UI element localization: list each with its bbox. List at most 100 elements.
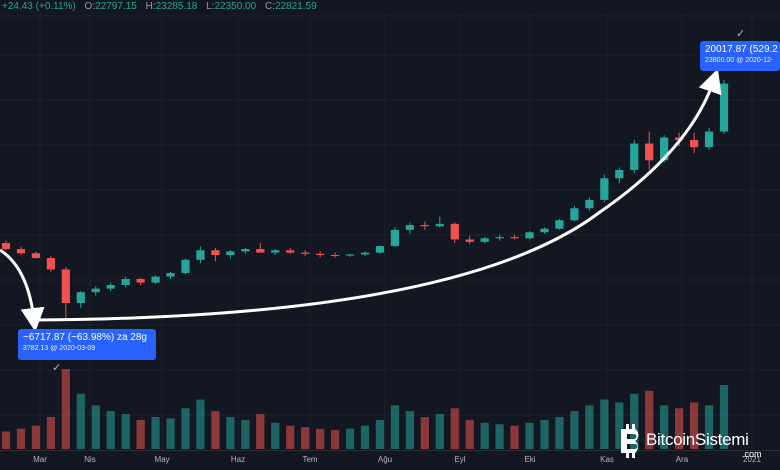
volume-bar <box>166 418 175 449</box>
candle-body <box>540 228 549 233</box>
volume-bars <box>1 369 729 449</box>
volume-bar <box>630 393 639 449</box>
close-label: C: <box>264 1 275 12</box>
volume-bar <box>136 419 145 449</box>
candle-body <box>660 137 669 161</box>
candle-body <box>106 285 115 289</box>
drawdown-measure-value: −6717.87 (−63.98%) za 28g <box>23 332 147 343</box>
candle-body <box>420 225 429 227</box>
candle-body <box>316 253 325 256</box>
candle-body <box>360 252 370 255</box>
candle-body <box>330 255 340 257</box>
watermark-tld: .com <box>742 449 762 459</box>
drawdown-measure-label[interactable]: −6717.87 (−63.98%) za 28g 3782.13 @ 2020… <box>18 329 156 360</box>
candle-body <box>226 251 235 256</box>
candle-body <box>345 254 355 256</box>
volume-bar <box>450 408 459 449</box>
candle-body <box>555 220 564 229</box>
candle-body <box>286 250 295 253</box>
candle-body <box>570 208 579 221</box>
candle-body <box>645 143 654 161</box>
volume-bar <box>719 385 729 449</box>
time-axis[interactable]: Mar Nis May Haz Tem Ağu Eyl Eki Kas Ara … <box>0 450 780 470</box>
x-tick-label: Mar <box>33 455 47 464</box>
high-value: 23285.18 <box>155 1 198 12</box>
volume-bar <box>510 425 519 449</box>
volume-bar <box>615 402 624 449</box>
volume-bar <box>330 430 340 449</box>
candle-body <box>615 169 624 179</box>
candle-body <box>76 292 85 303</box>
drawdown-arrow <box>0 248 45 332</box>
change-value: +24.43 (+0.11%) <box>2 1 76 12</box>
volume-bar <box>495 424 504 449</box>
candle-body <box>465 239 474 242</box>
volume-bar <box>16 428 26 449</box>
volume-bar <box>226 417 235 449</box>
rally-arrow <box>33 68 722 322</box>
candle-body <box>630 143 639 170</box>
candle-body <box>450 223 459 240</box>
rally-measure-label[interactable]: 20017.87 (529.2 23800.00 @ 2020-12- <box>700 41 780 71</box>
volume-bar <box>465 419 474 449</box>
candle-body <box>166 273 175 277</box>
volume-bar <box>31 425 41 449</box>
candle-body <box>16 249 26 254</box>
volume-bar <box>585 405 594 449</box>
volume-bar <box>241 419 250 449</box>
x-tick-label: Ağu <box>377 455 393 464</box>
trend-arrows <box>0 68 722 332</box>
candle-body <box>585 199 594 209</box>
volume-bar <box>375 419 385 449</box>
volume-bar <box>390 405 400 449</box>
candle-body <box>405 225 414 230</box>
x-tick-label: Haz <box>230 455 246 464</box>
x-tick-label: Eyl <box>454 455 466 464</box>
volume-bar <box>420 417 429 449</box>
volume-bar <box>480 422 489 449</box>
candlestick-series <box>1 80 729 320</box>
candle-body <box>1 243 11 250</box>
candle-body <box>256 249 265 253</box>
close-value: 22821.59 <box>274 1 317 12</box>
volume-bar <box>256 414 265 449</box>
x-tick-label: 2021 <box>743 455 761 464</box>
volume-bar <box>689 402 699 449</box>
volume-bar <box>660 405 669 449</box>
volume-bar <box>435 414 444 449</box>
volume-bar <box>91 405 100 449</box>
x-tick-label: Tem <box>302 455 318 464</box>
candle-body <box>301 252 310 254</box>
volume-bar <box>46 417 55 449</box>
check-icon: ✓ <box>52 362 62 374</box>
rally-measure-value: 20017.87 (529.2 <box>705 44 778 55</box>
volume-bar <box>121 414 130 449</box>
volume-bar <box>76 393 85 449</box>
candle-body <box>600 178 609 200</box>
low-label: L: <box>206 1 215 12</box>
candle-body <box>211 250 220 256</box>
volume-bar <box>525 422 534 449</box>
volume-bar <box>345 428 355 449</box>
drawdown-measure-detail: 3782.13 @ 2020-03-09 <box>23 345 96 352</box>
candle-body <box>91 288 100 293</box>
watermark-name: BitcoinSistemi <box>646 430 749 449</box>
candle-body <box>390 229 400 247</box>
ohlc-legend: +24.43 (+0.11%) O:22797.15 H:23285.18 L:… <box>0 0 780 14</box>
candle-body <box>136 279 145 283</box>
volume-bar <box>704 405 714 449</box>
volume-bar <box>271 422 280 449</box>
candle-body <box>31 253 41 259</box>
volume-bar <box>286 425 295 449</box>
volume-bar <box>211 411 220 449</box>
candle-body <box>480 238 489 242</box>
low-value: 22350.00 <box>214 1 257 12</box>
volume-bar <box>600 399 609 449</box>
x-tick-label: Kas <box>600 455 614 464</box>
candle-body <box>271 250 280 253</box>
candle-body <box>689 139 699 148</box>
candle-body <box>46 258 55 270</box>
candle-body <box>675 137 684 140</box>
high-label: H: <box>145 1 156 12</box>
